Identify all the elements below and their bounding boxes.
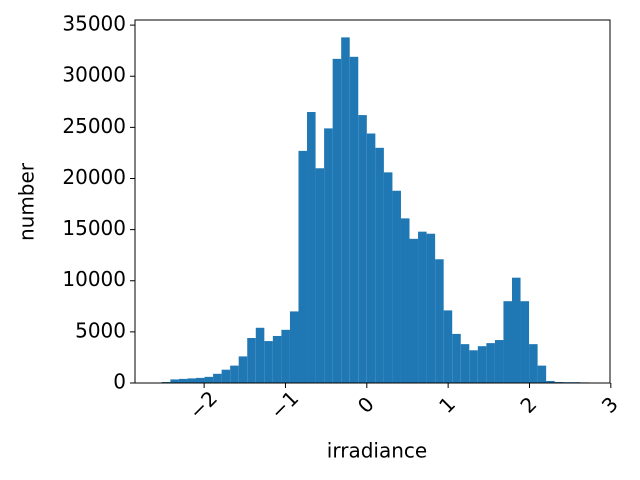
bar xyxy=(238,356,248,383)
bar xyxy=(537,365,547,383)
x-tick-label: 3 xyxy=(597,392,623,418)
bar xyxy=(170,379,179,383)
y-tick-label: 10000 xyxy=(62,267,126,291)
bar xyxy=(418,231,427,383)
bar xyxy=(230,365,239,383)
x-tick-label: 1 xyxy=(434,392,460,418)
bar xyxy=(520,301,530,383)
bar xyxy=(358,115,367,384)
bar xyxy=(392,190,401,383)
bar xyxy=(494,340,504,383)
bar xyxy=(409,238,419,383)
bar xyxy=(264,341,273,383)
bar xyxy=(204,376,214,383)
bar xyxy=(349,56,359,383)
bar xyxy=(307,112,316,383)
bar xyxy=(460,344,470,383)
bar xyxy=(341,37,350,384)
x-axis-label: irradiance xyxy=(327,439,427,463)
bar xyxy=(221,369,231,383)
bar xyxy=(289,311,299,383)
bar xyxy=(452,333,461,383)
bar xyxy=(375,147,384,383)
x-tick-label: 0 xyxy=(353,392,379,418)
bar xyxy=(383,172,393,383)
bar xyxy=(529,344,538,383)
bar xyxy=(315,168,325,383)
bar xyxy=(554,381,564,383)
bar xyxy=(187,378,197,383)
bar xyxy=(443,310,453,383)
plot-frame xyxy=(134,19,611,384)
bar xyxy=(435,259,444,383)
bar xyxy=(324,128,333,383)
bar xyxy=(546,380,555,383)
bar xyxy=(272,335,282,383)
x-tick-label: 2 xyxy=(515,392,541,418)
bar xyxy=(178,378,188,383)
bar xyxy=(332,58,342,384)
y-tick-label: 5000 xyxy=(75,318,126,342)
y-tick-label: 25000 xyxy=(62,114,126,138)
bar xyxy=(477,346,487,383)
y-tick-label: 20000 xyxy=(62,165,126,189)
y-tick-label: 15000 xyxy=(62,216,126,240)
bar xyxy=(298,150,308,383)
y-tick-label: 30000 xyxy=(62,63,126,87)
bar xyxy=(196,377,205,383)
bar xyxy=(426,233,436,383)
bar xyxy=(503,301,512,383)
bar xyxy=(366,133,376,383)
y-tick-label: 35000 xyxy=(62,12,126,36)
bar xyxy=(213,373,222,383)
x-tick-label: −1 xyxy=(266,386,304,424)
y-axis-label: number xyxy=(15,162,39,241)
y-tick-label: 0 xyxy=(113,370,126,394)
bar xyxy=(247,338,256,383)
bar xyxy=(161,381,171,383)
bar xyxy=(400,218,410,383)
bar xyxy=(511,277,521,383)
bar xyxy=(486,343,495,383)
bar xyxy=(281,329,290,383)
x-tick-label: −2 xyxy=(184,386,222,424)
bar xyxy=(469,350,478,383)
bar xyxy=(255,327,265,383)
